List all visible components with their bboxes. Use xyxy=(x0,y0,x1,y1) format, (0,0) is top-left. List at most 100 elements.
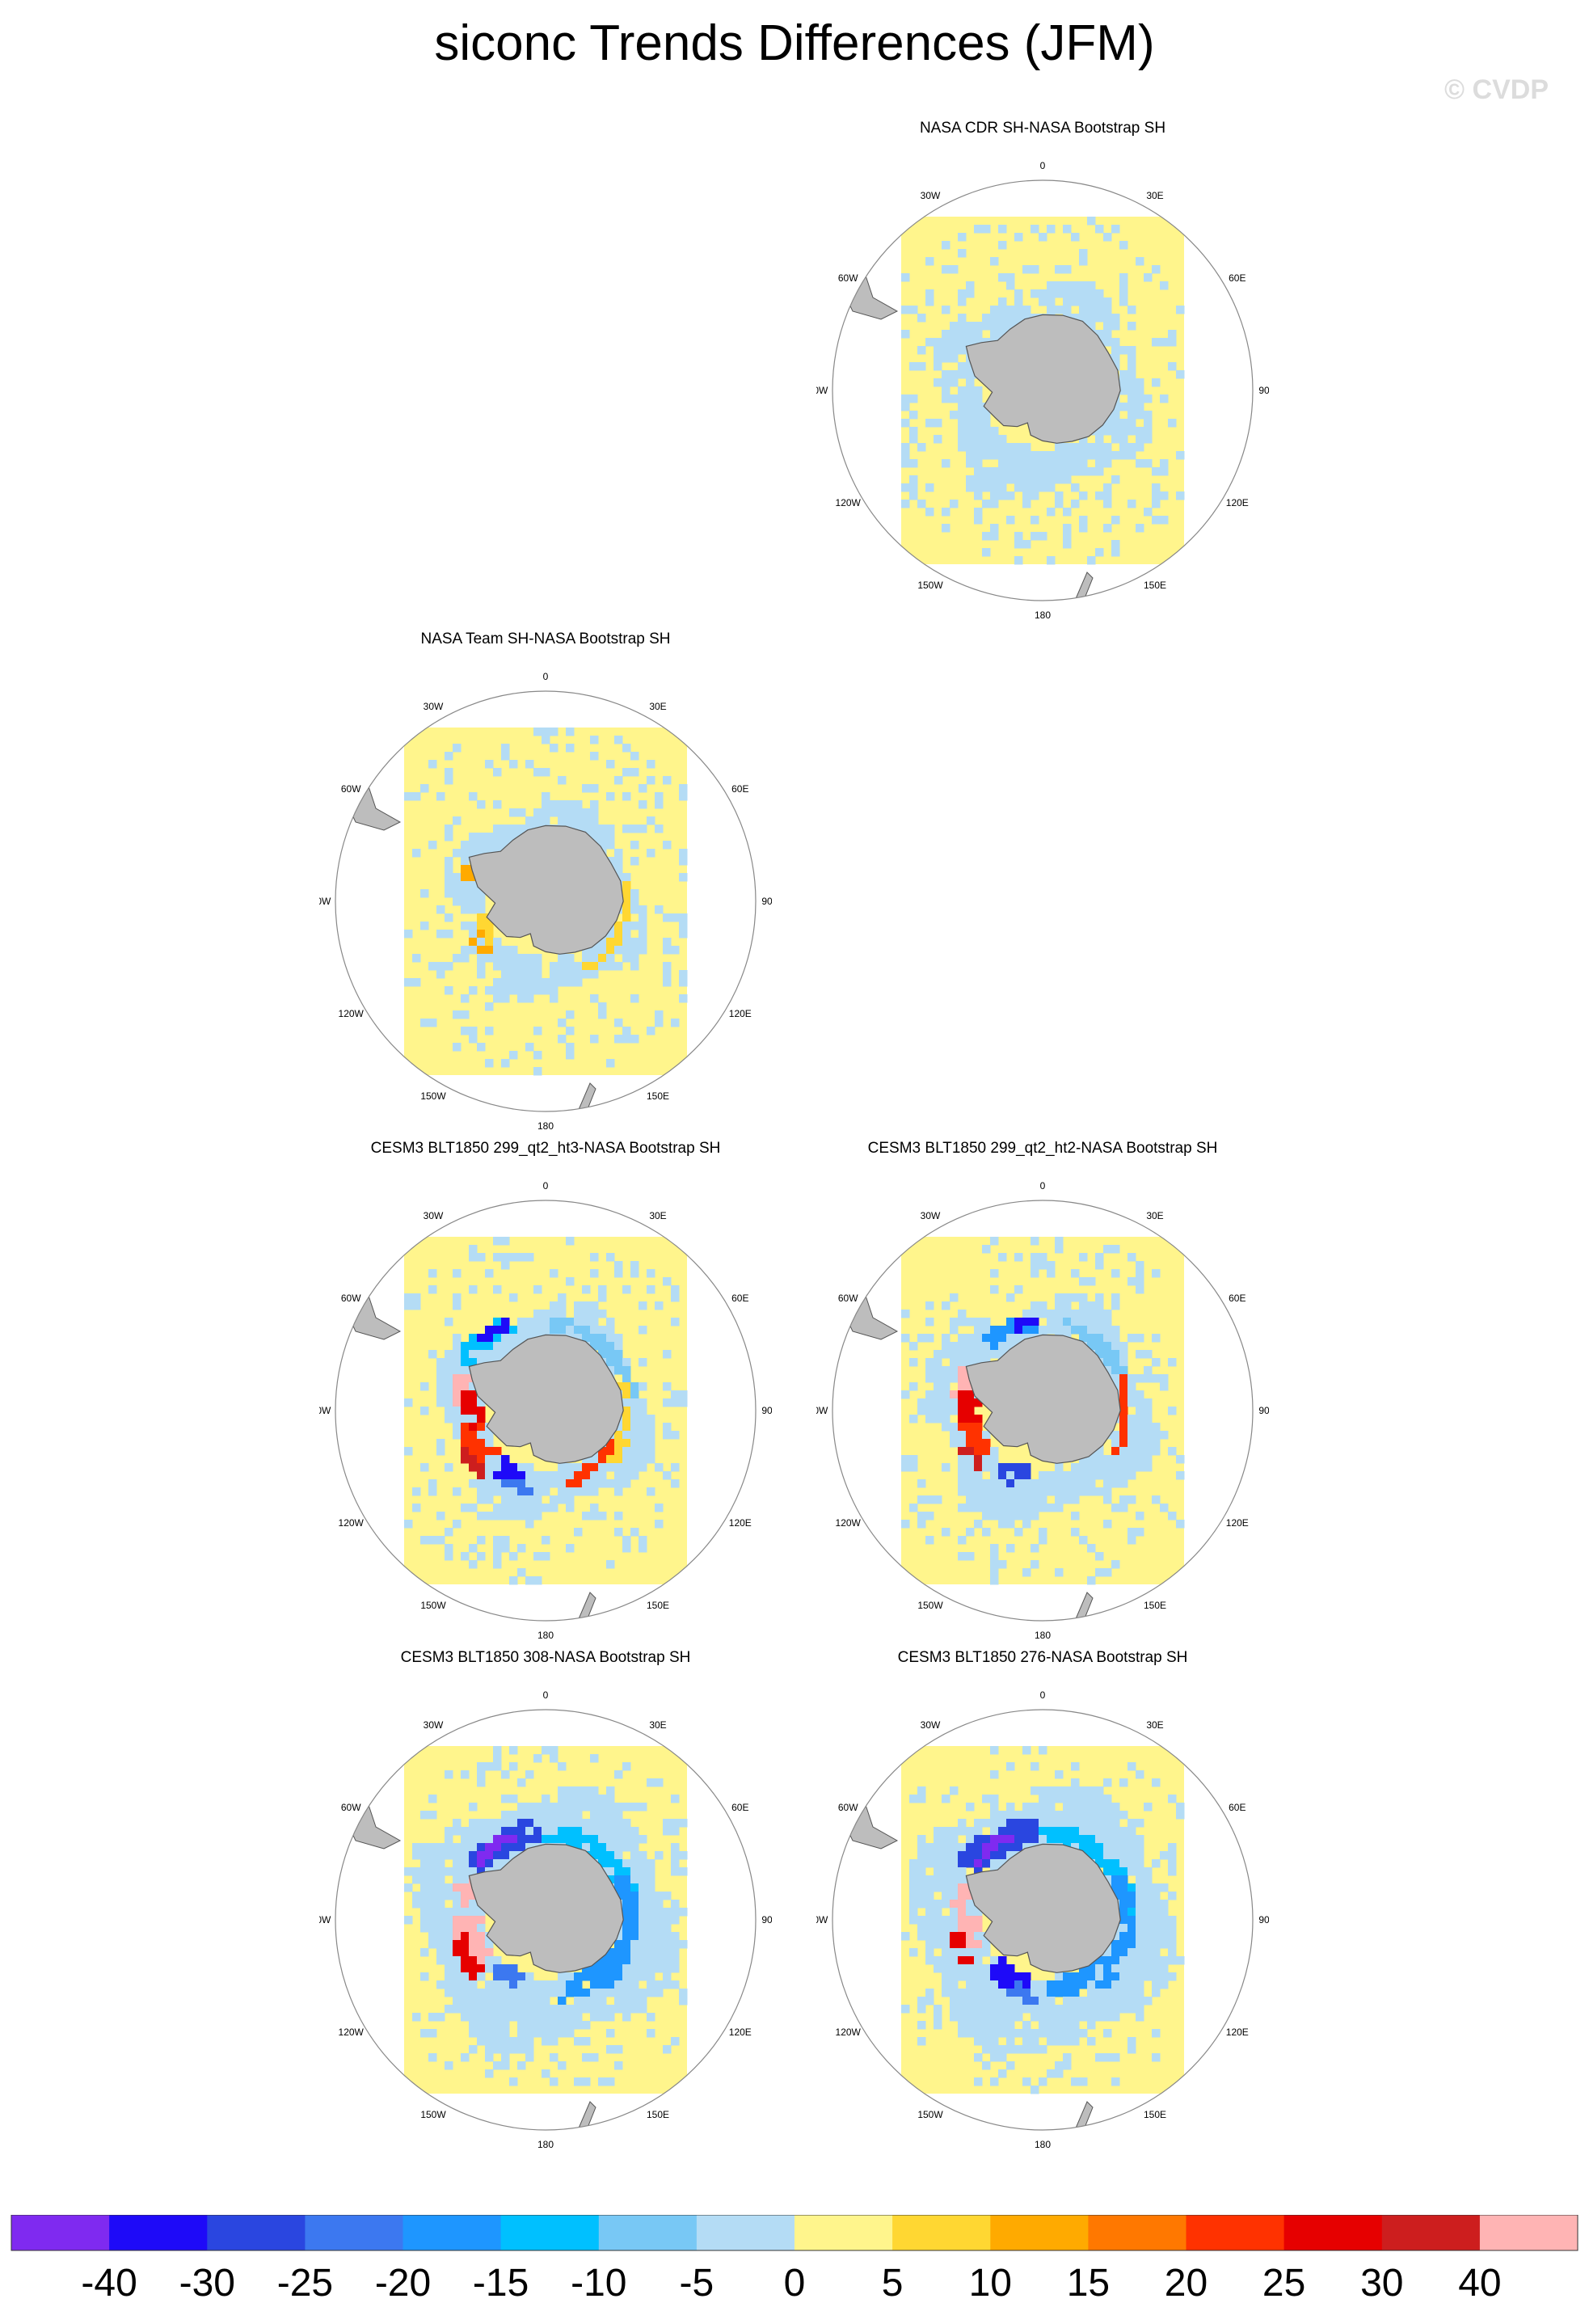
longitude-label: 90E xyxy=(1258,385,1269,396)
antarctica-landmass xyxy=(468,1843,624,1973)
polar-map: 0 30E 60E 90E 120E 150E 180 150W 120W 90W 60W 30W xyxy=(816,1689,1269,2150)
longitude-label: 0 xyxy=(543,1689,549,1701)
panel-title: CESM3 BLT1850 299_qt2_ht2-NASA Bootstrap… xyxy=(867,1140,1218,1157)
longitude-label: 120E xyxy=(1226,2027,1249,2038)
longitude-label: 150E xyxy=(1144,580,1166,591)
longitude-label: 180 xyxy=(1035,2139,1051,2150)
polar-map: 0 30E 60E 90E 120E 150E 180 150W 120W 90W 60W 30W xyxy=(816,160,1269,621)
longitude-label: 60W xyxy=(341,1293,361,1304)
longitude-label: 180 xyxy=(537,1630,554,1641)
longitude-label: 120W xyxy=(339,1517,365,1529)
colorbar-tick-label: 10 xyxy=(969,2262,1012,2305)
longitude-label: 120W xyxy=(836,1517,862,1529)
longitude-label: 90E xyxy=(1258,1405,1269,1416)
longitude-label: 90W xyxy=(816,1914,828,1925)
longitude-label: 150W xyxy=(420,1090,446,1102)
map-boundary xyxy=(832,1200,1254,1622)
longitude-label: 150E xyxy=(647,1600,669,1611)
longitude-label: 60E xyxy=(1229,1293,1245,1304)
map-panel-308: CESM3 BLT1850 308-NASA Bootstrap SH 0 30E… xyxy=(319,1649,772,2158)
colorbar-swatch xyxy=(11,2215,110,2250)
colorbar-tick-label: -10 xyxy=(571,2262,626,2305)
colorbar-tick-label: 0 xyxy=(784,2262,806,2305)
antarctica-landmass xyxy=(468,1334,624,1464)
longitude-label: 90E xyxy=(1258,1914,1269,1925)
longitude-label: 150E xyxy=(1144,2109,1166,2120)
longitude-label: 150E xyxy=(647,1090,669,1102)
longitude-label: 30W xyxy=(424,1210,444,1221)
longitude-label: 60E xyxy=(1229,1802,1245,1813)
panel-title: NASA Team SH-NASA Bootstrap SH xyxy=(420,631,671,647)
longitude-label: 180 xyxy=(537,2139,554,2150)
colorbar-tick-label: -15 xyxy=(473,2262,529,2305)
cvdp-watermark: © CVDP xyxy=(1444,74,1549,105)
new-zealand-landmass xyxy=(1074,1592,1094,1621)
map-boundary xyxy=(832,179,1254,601)
longitude-label: 30W xyxy=(424,1719,444,1731)
colorbar-swatch xyxy=(1186,2215,1285,2250)
longitude-label: 90W xyxy=(816,1405,828,1416)
colorbar-swatch xyxy=(207,2215,306,2250)
longitude-label: 0 xyxy=(1040,1180,1046,1192)
longitude-label: 150W xyxy=(917,2109,943,2120)
longitude-label: 0 xyxy=(543,1180,549,1192)
longitude-label: 0 xyxy=(1040,160,1046,171)
longitude-label: 120E xyxy=(1226,1517,1249,1529)
map-boundary xyxy=(335,1200,757,1622)
colorbar-tick-label: 15 xyxy=(1067,2262,1110,2305)
colorbar-tick-label: -25 xyxy=(277,2262,333,2305)
longitude-label: 150W xyxy=(917,580,943,591)
longitude-label: 0 xyxy=(543,671,549,682)
polar-map: 0 30E 60E 90E 120E 150E 180 150W 120W 90W 60W 30W xyxy=(319,1180,772,1641)
colorbar-swatch xyxy=(1088,2215,1186,2250)
colorbar-swatch xyxy=(990,2215,1089,2250)
longitude-label: 60W xyxy=(838,1802,858,1813)
colorbar-tick-label: 5 xyxy=(882,2262,904,2305)
panel-title: CESM3 BLT1850 276-NASA Bootstrap SH xyxy=(897,1649,1188,1666)
longitude-label: 150W xyxy=(420,1600,446,1611)
longitude-label: 90W xyxy=(319,896,331,907)
longitude-label: 120E xyxy=(729,1008,752,1019)
longitude-label: 60W xyxy=(341,783,361,795)
map-panel-ht3: CESM3 BLT1850 299_qt2_ht3-NASA Bootstrap… xyxy=(319,1140,772,1649)
longitude-label: 30E xyxy=(1146,1719,1163,1731)
longitude-label: 30W xyxy=(921,1210,941,1221)
new-zealand-landmass xyxy=(1074,572,1094,601)
antarctica-landmass xyxy=(965,314,1121,444)
longitude-label: 150W xyxy=(917,1600,943,1611)
longitude-label: 90W xyxy=(319,1914,331,1925)
longitude-label: 150E xyxy=(647,2109,669,2120)
colorbar-tick-label: 30 xyxy=(1360,2262,1403,2305)
longitude-label: 90W xyxy=(319,1405,331,1416)
new-zealand-landmass xyxy=(577,2101,596,2130)
colorbar-tick-label: -20 xyxy=(375,2262,431,2305)
panel-title: CESM3 BLT1850 308-NASA Bootstrap SH xyxy=(400,1649,691,1666)
longitude-label: 120W xyxy=(339,2027,365,2038)
colorbar-swatch xyxy=(598,2215,698,2250)
colorbar-swatch xyxy=(1283,2215,1383,2250)
longitude-label: 120W xyxy=(339,1008,365,1019)
map-panel-nasa-team: NASA Team SH-NASA Bootstrap SH 0 30E 60E 90… xyxy=(319,631,772,1140)
longitude-label: 30W xyxy=(921,1719,941,1731)
map-panel-ht2: CESM3 BLT1850 299_qt2_ht2-NASA Bootstrap… xyxy=(816,1140,1269,1649)
longitude-label: 30E xyxy=(649,1719,666,1731)
colorbar-swatch xyxy=(892,2215,991,2250)
colorbar-swatch xyxy=(109,2215,208,2250)
map-boundary xyxy=(832,1709,1254,2131)
colorbar: -40 -30 -25 -20 -15 -10 -5 0 5 10 15 20 25 30 40 xyxy=(11,2215,1578,2305)
longitude-label: 120W xyxy=(836,2027,862,2038)
colorbar-swatch xyxy=(696,2215,795,2250)
longitude-label: 150W xyxy=(420,2109,446,2120)
colorbar-swatch xyxy=(305,2215,403,2250)
longitude-label: 90E xyxy=(761,1405,772,1416)
colorbar-swatch xyxy=(1381,2215,1481,2250)
antarctica-landmass xyxy=(965,1843,1121,1973)
longitude-label: 120E xyxy=(729,2027,752,2038)
longitude-label: 180 xyxy=(537,1120,554,1132)
new-zealand-landmass xyxy=(577,1592,596,1621)
panel-title: CESM3 BLT1850 299_qt2_ht3-NASA Bootstrap… xyxy=(370,1140,721,1157)
longitude-label: 30W xyxy=(921,190,941,201)
colorbar-tick-label: -40 xyxy=(81,2262,137,2305)
longitude-label: 30E xyxy=(649,701,666,712)
panel-title: NASA CDR SH-NASA Bootstrap SH xyxy=(919,120,1166,137)
